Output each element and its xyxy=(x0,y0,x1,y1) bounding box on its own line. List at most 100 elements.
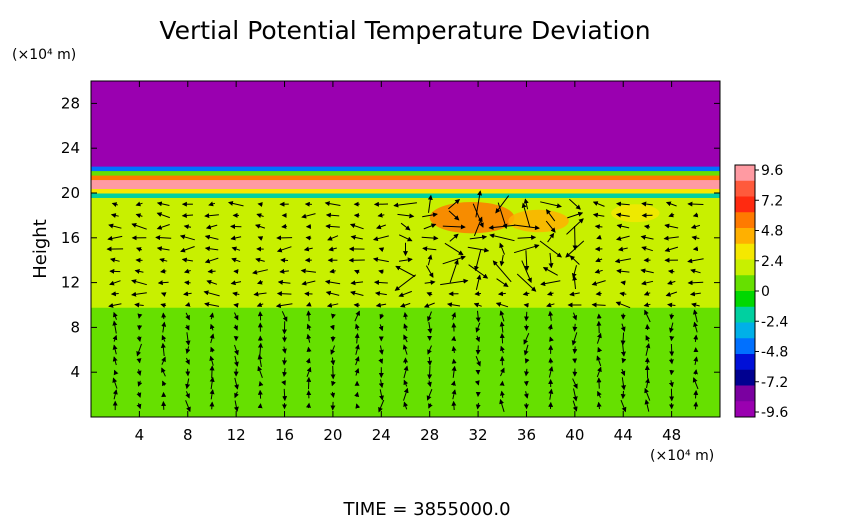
wind-vector xyxy=(378,324,384,332)
wind-vector xyxy=(257,342,263,357)
wind-vector xyxy=(397,213,415,219)
wind-vector xyxy=(644,309,651,323)
wind-vector xyxy=(398,290,412,298)
wind-vector xyxy=(468,264,489,279)
wind-vector xyxy=(113,311,118,320)
wind-vector xyxy=(185,357,190,365)
wind-vector xyxy=(523,302,529,308)
wind-vector xyxy=(185,346,191,355)
wind-vector xyxy=(257,354,263,367)
band-5 xyxy=(91,179,720,190)
wind-vector xyxy=(668,212,675,218)
wind-vector xyxy=(475,322,481,333)
band-8 xyxy=(91,166,720,172)
wind-vector xyxy=(640,268,654,274)
wind-vector xyxy=(354,391,360,398)
wind-vector xyxy=(620,399,627,413)
wind-vector xyxy=(136,391,142,398)
wind-vector xyxy=(451,345,457,353)
wind-vector xyxy=(354,356,360,366)
wind-vector xyxy=(664,246,679,253)
wind-vector xyxy=(136,403,142,410)
wind-vector xyxy=(324,279,341,285)
wind-vector xyxy=(548,357,554,364)
colorbar-swatch xyxy=(735,259,755,276)
wind-vector xyxy=(690,268,701,274)
wind-vector xyxy=(378,358,384,364)
wind-vector xyxy=(616,223,630,229)
wind-vector xyxy=(110,291,119,297)
wind-vector xyxy=(306,301,312,307)
wind-vector xyxy=(204,213,219,219)
wind-vector xyxy=(615,301,631,309)
wind-vector xyxy=(209,355,215,366)
wind-vector xyxy=(440,278,469,286)
time-footer: TIME = 3855000.0 xyxy=(342,499,510,519)
wind-vector xyxy=(595,257,603,263)
wind-vector xyxy=(572,388,578,402)
wind-vector xyxy=(615,201,630,207)
wind-vector xyxy=(499,254,505,267)
wind-vector xyxy=(567,211,584,219)
wind-vector xyxy=(330,345,336,355)
wind-vector xyxy=(108,223,122,229)
wind-vector xyxy=(617,246,628,252)
y-tick-label: 28 xyxy=(61,94,80,112)
wind-vector xyxy=(330,365,336,380)
wind-vector xyxy=(664,223,679,229)
wind-vector xyxy=(306,310,312,322)
wind-vector xyxy=(663,235,679,241)
wind-vector xyxy=(331,380,336,387)
wind-vector xyxy=(400,302,411,308)
wind-vector xyxy=(326,302,339,308)
wind-vector xyxy=(184,324,190,331)
wind-vector xyxy=(620,332,626,346)
wind-vector xyxy=(594,224,603,230)
wind-vector xyxy=(180,246,195,253)
wind-vector xyxy=(354,269,360,275)
x-tick-label: 40 xyxy=(565,426,584,444)
wind-vector xyxy=(156,212,170,219)
wind-vector xyxy=(281,346,287,354)
wind-vector xyxy=(160,342,166,357)
colorbar-tick-label: -2.4 xyxy=(761,314,788,330)
wind-vector xyxy=(619,291,627,297)
wind-vector xyxy=(112,377,118,389)
x-tick-label: 24 xyxy=(372,426,391,444)
wind-vector xyxy=(426,380,432,388)
wind-vector xyxy=(107,235,123,241)
wind-vector xyxy=(425,265,434,278)
wind-vector xyxy=(692,246,699,252)
wind-vector xyxy=(350,290,364,296)
wind-vector xyxy=(513,244,540,254)
wind-vector xyxy=(693,321,698,333)
colorbar-swatch xyxy=(735,291,755,308)
wind-vector xyxy=(231,246,241,252)
wind-vector xyxy=(669,343,675,357)
wind-vector xyxy=(572,312,578,321)
wind-vector xyxy=(330,391,336,399)
wind-vector xyxy=(596,401,602,410)
chart-title: Vertial Potential Temperature Deviation xyxy=(159,16,650,45)
wind-vector xyxy=(499,390,505,398)
wind-vector xyxy=(324,201,341,207)
wind-vector xyxy=(303,246,313,252)
wind-vector xyxy=(620,323,626,332)
wind-vector xyxy=(204,257,219,264)
wind-vector xyxy=(641,201,653,207)
wind-vector xyxy=(112,334,118,342)
wind-vector xyxy=(135,201,143,207)
wind-vector xyxy=(572,323,578,332)
wind-vector xyxy=(183,291,192,297)
wind-vector xyxy=(596,377,602,389)
x-tick-label: 28 xyxy=(420,426,439,444)
colorbar-swatch xyxy=(735,354,755,371)
wind-vector xyxy=(136,358,142,364)
wind-vector xyxy=(185,312,190,321)
y-tick-label: 4 xyxy=(70,363,80,381)
wind-vector xyxy=(305,357,311,364)
wind-vector xyxy=(641,280,654,286)
wind-vector xyxy=(499,398,505,413)
wind-vector xyxy=(209,389,215,400)
colorbar-swatch xyxy=(735,275,755,292)
